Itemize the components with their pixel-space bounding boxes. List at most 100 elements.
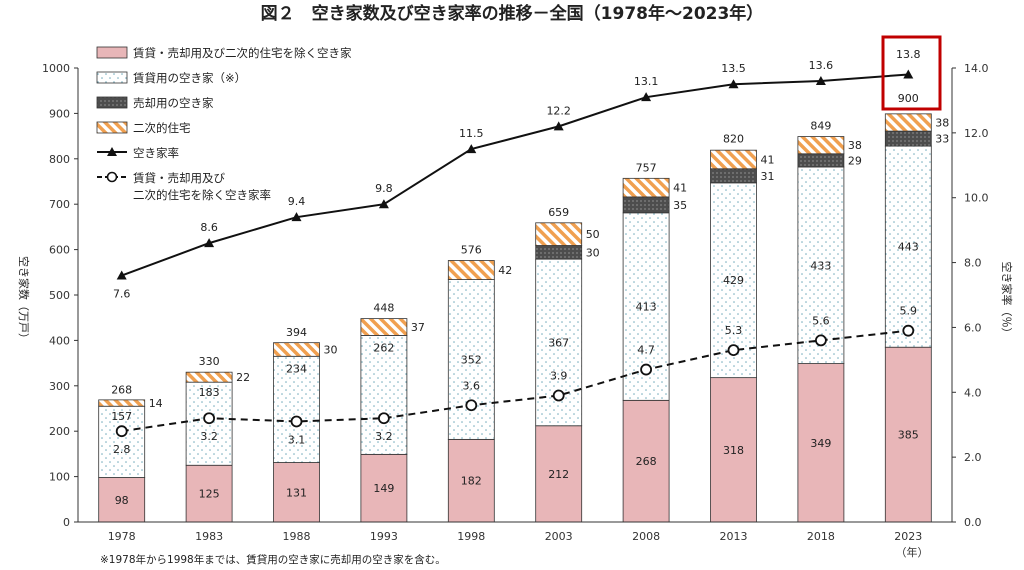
- other-vacancy-rate-marker: [465, 399, 478, 412]
- left-tick-label: 700: [49, 198, 70, 211]
- vacancy-rate-label: 13.8: [896, 48, 921, 61]
- legend-label: 賃貸用の空き家（※）: [133, 71, 246, 85]
- other-vacancy-rate-marker: [290, 415, 303, 428]
- bar-segment: [622, 196, 670, 214]
- vacancy-rate-marker: [204, 238, 215, 248]
- left-tick-label: 600: [49, 244, 70, 257]
- bar-segment: [360, 335, 408, 455]
- vacancy-rate-label: 12.2: [546, 104, 571, 117]
- segment-label: 385: [898, 429, 919, 442]
- segment-label: 14: [149, 397, 163, 410]
- bar-segment: [710, 168, 757, 184]
- segment-label: 318: [723, 444, 744, 457]
- right-tick-label: 2.0: [964, 451, 982, 464]
- bar-segment: [884, 145, 932, 348]
- bar-segment: [535, 222, 583, 246]
- legend-label: 売却用の空き家: [133, 96, 214, 110]
- right-tick-label: 6.0: [964, 321, 982, 334]
- bar-segment: [797, 153, 845, 168]
- right-axis-label: 空き家率（％）: [1000, 262, 1014, 339]
- total-label: 659: [548, 206, 569, 219]
- segment-label: 29: [848, 154, 862, 167]
- segment-label: 38: [935, 116, 949, 129]
- legend-circle-marker: [106, 171, 118, 183]
- other-vacancy-rate-label: 3.2: [375, 430, 393, 443]
- vacancy-rate-marker: [903, 69, 914, 79]
- x-axis: 1978 1983 1988 1993 1998 2003 2008 2013 2018 2023: [78, 521, 952, 543]
- vacancy-rate-marker: [641, 92, 652, 102]
- vacancy-rate-marker: [815, 75, 826, 85]
- left-tick-label: 800: [49, 153, 70, 166]
- left-tick-label: 100: [49, 471, 70, 484]
- segment-label: 33: [935, 133, 949, 146]
- left-tick-label: 300: [49, 380, 70, 393]
- x-axis-unit: （年）: [896, 545, 929, 559]
- left-tick-label: 500: [49, 289, 70, 302]
- x-tick-label: 1978: [108, 530, 136, 543]
- bar-segment: [273, 342, 320, 357]
- other-vacancy-rate-marker: [115, 425, 128, 438]
- segment-label: 30: [324, 343, 338, 356]
- bar-segment: [98, 477, 146, 523]
- right-tick-label: 0.0: [964, 516, 982, 529]
- vacancy-rate-label: 13.6: [809, 59, 834, 72]
- segment-label: 31: [761, 170, 775, 183]
- other-vacancy-rate-label: 4.7: [637, 344, 655, 357]
- segment-label: 98: [115, 494, 129, 507]
- left-tick-label: 400: [49, 334, 70, 347]
- vacancy-rate-label: 11.5: [459, 127, 484, 140]
- legend-triangle-marker: [107, 147, 117, 156]
- legend-swatch: [96, 96, 128, 109]
- segment-label: 35: [673, 199, 687, 212]
- legend-swatch: [96, 46, 128, 59]
- x-tick-label: 1993: [370, 530, 398, 543]
- segment-label: 157: [111, 410, 132, 423]
- vacancy-rate-label: 7.6: [113, 288, 131, 301]
- segment-label: 42: [498, 264, 512, 277]
- right-tick-label: 14.0: [964, 62, 989, 75]
- vacancy-rate-marker: [116, 270, 127, 280]
- other-vacancy-rate-label: 2.8: [113, 443, 131, 456]
- other-vacancy-rate-marker: [552, 389, 565, 402]
- segment-label: 367: [548, 336, 569, 349]
- rate-lines: 7.6 8.6 9.4 9.8 11.5 12.2 13.1 13.5 13.6 13.8 2.8 3…: [113, 48, 921, 456]
- segment-label: 37: [411, 321, 425, 334]
- vacancy-rate-marker: [728, 79, 739, 89]
- segment-label: 429: [723, 274, 744, 287]
- vacancy-rate-marker: [553, 121, 564, 131]
- other-vacancy-rate-marker: [727, 344, 740, 357]
- vacancy-rate-marker: [291, 212, 302, 222]
- bar-segment: [185, 371, 233, 383]
- bar-segment: [447, 279, 495, 440]
- vacancy-rate-label: 9.8: [375, 182, 393, 195]
- total-label: 448: [373, 302, 394, 315]
- left-tick-label: 200: [49, 425, 70, 438]
- other-vacancy-rate-marker: [377, 412, 390, 425]
- vacancy-rate-label: 13.5: [721, 62, 746, 75]
- other-vacancy-rate-marker: [815, 334, 827, 347]
- other-vacancy-rate-label: 5.9: [900, 305, 918, 318]
- bar-segment: [710, 377, 757, 523]
- other-vacancy-rate-marker: [902, 324, 915, 337]
- segment-label: 183: [199, 386, 220, 399]
- total-label: 757: [636, 161, 657, 174]
- bar-stacks: 98 157 14 268 125 183 22 330 131 234 30 394 149 262 37…: [98, 92, 949, 523]
- x-tick-label: 1983: [195, 530, 223, 543]
- segment-label: 41: [761, 153, 775, 166]
- left-tick-label: 900: [49, 107, 70, 120]
- vacancy-rate-label: 13.1: [634, 75, 659, 88]
- total-label: 330: [199, 355, 220, 368]
- bar-segment: [884, 130, 932, 147]
- left-axis-label: 空き家数（万戸）: [17, 256, 31, 344]
- segment-label: 125: [199, 488, 220, 501]
- segment-label: 443: [898, 241, 919, 254]
- vacancy-rate-label: 8.6: [200, 221, 218, 234]
- other-vacancy-rate-label: 5.6: [812, 314, 830, 327]
- bar-segment: [98, 399, 146, 407]
- bar-segment: [622, 177, 670, 198]
- total-label: 268: [111, 383, 132, 396]
- bar-segment: [797, 166, 845, 364]
- legend-label: 空き家率: [133, 146, 179, 160]
- legend-label: 二次的住宅を除く空き家率: [133, 188, 271, 202]
